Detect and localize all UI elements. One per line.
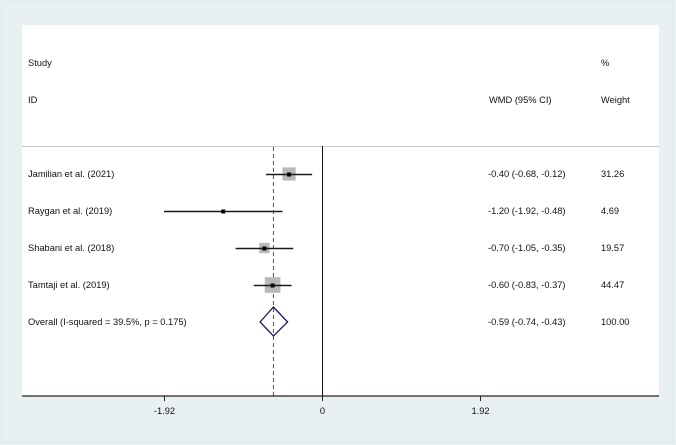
point-estimate-marker — [287, 172, 292, 177]
point-estimate-marker — [221, 209, 226, 214]
weight-value: 4.69 — [601, 206, 620, 216]
overall-weight-value: 100.00 — [601, 317, 630, 327]
study-label: Jamilian et al. (2021) — [28, 169, 115, 179]
header-study: Study — [28, 58, 52, 68]
effect-value: -0.60 (-0.83, -0.37) — [488, 280, 566, 290]
effect-value: -1.20 (-1.92, -0.48) — [488, 206, 566, 216]
header-effect: WMD (95% CI) — [489, 95, 552, 105]
header-id: ID — [28, 95, 38, 105]
x-axis-tick-label: -1.92 — [153, 406, 176, 416]
study-label: Shabani et al. (2018) — [28, 243, 115, 253]
point-estimate-marker — [270, 283, 275, 288]
point-estimate-marker — [262, 246, 267, 251]
overall-diamond — [259, 306, 289, 337]
weight-value: 44.47 — [601, 280, 625, 290]
effect-value: -0.40 (-0.68, -0.12) — [488, 169, 566, 179]
plot-panel — [22, 25, 659, 396]
effect-value: -0.70 (-1.05, -0.35) — [488, 243, 566, 253]
study-label: Raygan et al. (2019) — [28, 206, 113, 216]
overall-label: Overall (I-squared = 39.5%, p = 0.175) — [28, 317, 187, 327]
study-label: Tamtaji et al. (2019) — [28, 280, 110, 290]
weight-value: 19.57 — [601, 243, 625, 253]
header-percent: % — [601, 58, 610, 68]
x-axis-tick-label: 1.92 — [471, 406, 490, 416]
x-axis-tick-label: 0 — [319, 406, 326, 416]
weight-value: 31.26 — [601, 169, 625, 179]
header-weight: Weight — [601, 95, 630, 105]
overall-effect-value: -0.59 (-0.74, -0.43) — [488, 317, 566, 327]
